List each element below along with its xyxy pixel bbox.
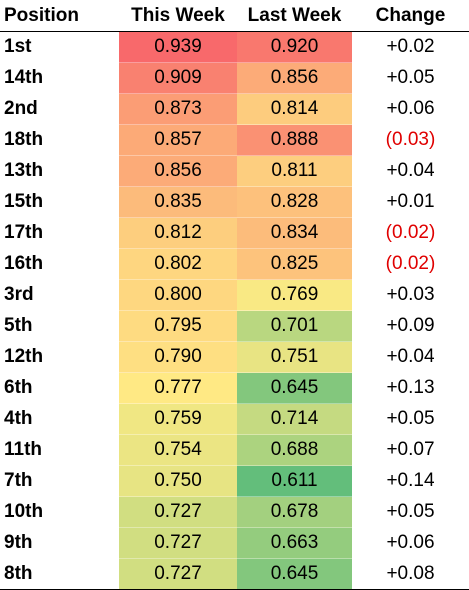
table-row: 15th 0.835 0.828 +0.01 <box>0 186 469 218</box>
change-cell: (0.02) <box>385 253 436 274</box>
last-week-cell: 0.678 <box>237 496 352 528</box>
table-row: 17th 0.812 0.834 (0.02) <box>0 217 469 249</box>
this-week-cell: 0.802 <box>119 248 237 280</box>
last-week-cell: 0.701 <box>237 310 352 342</box>
last-week-cell: 0.814 <box>237 93 352 125</box>
header-last-week: Last Week <box>237 0 352 32</box>
last-week-cell: 0.645 <box>237 372 352 404</box>
header-this-week: This Week <box>119 0 237 32</box>
table-row: 7th 0.750 0.611 +0.14 <box>0 465 469 497</box>
last-week-cell: 0.825 <box>237 248 352 280</box>
this-week-cell: 0.909 <box>119 62 237 94</box>
table-row: 11th 0.754 0.688 +0.07 <box>0 434 469 466</box>
table-row: 8th 0.727 0.645 +0.08 <box>0 558 469 590</box>
last-week-cell: 0.856 <box>237 62 352 94</box>
change-cell: +0.09 <box>386 315 435 336</box>
this-week-cell: 0.835 <box>119 186 237 218</box>
change-cell: +0.04 <box>386 160 435 181</box>
change-cell: +0.13 <box>386 377 435 398</box>
table-row: 18th 0.857 0.888 (0.03) <box>0 124 469 156</box>
position-cell: 8th <box>0 558 119 590</box>
this-week-cell: 0.800 <box>119 279 237 311</box>
change-cell: +0.08 <box>352 558 469 590</box>
this-week-cell: 0.939 <box>119 31 237 63</box>
position-cell: 15th <box>4 191 44 212</box>
this-week-cell: 0.727 <box>119 496 237 528</box>
header-position: Position <box>0 0 119 32</box>
change-cell: (0.03) <box>385 129 436 150</box>
last-week-cell: 0.645 <box>237 558 352 590</box>
table-row: 9th 0.727 0.663 +0.06 <box>0 527 469 559</box>
last-week-cell: 0.663 <box>237 527 352 559</box>
this-week-cell: 0.754 <box>119 434 237 466</box>
position-cell: 10th <box>4 501 44 522</box>
position-cell: 16th <box>4 253 44 274</box>
table-row: 3rd 0.800 0.769 +0.03 <box>0 279 469 311</box>
position-cell: 12th <box>4 346 44 367</box>
position-cell: 17th <box>4 222 44 243</box>
change-cell: (0.02) <box>385 222 436 243</box>
position-cell: 1st <box>4 36 32 58</box>
position-cell: 5th <box>4 315 33 336</box>
header-change: Change <box>352 0 469 32</box>
position-cell: 9th <box>4 532 33 553</box>
position-cell: 4th <box>4 408 33 429</box>
table-row: 1st 0.939 0.920 +0.02 <box>0 31 469 63</box>
change-cell: +0.06 <box>386 532 435 553</box>
table-row: 4th 0.759 0.714 +0.05 <box>0 403 469 435</box>
last-week-cell: 0.714 <box>237 403 352 435</box>
last-week-cell: 0.611 <box>237 465 352 497</box>
change-cell: +0.01 <box>386 191 435 212</box>
this-week-cell: 0.812 <box>119 217 237 249</box>
header-row: Position This Week Last Week Change <box>0 0 469 32</box>
position-cell: 7th <box>4 470 33 491</box>
position-cell: 2nd <box>4 98 38 119</box>
change-cell: +0.06 <box>386 98 435 119</box>
this-week-cell: 0.790 <box>119 341 237 373</box>
table-row: 12th 0.790 0.751 +0.04 <box>0 341 469 373</box>
this-week-cell: 0.750 <box>119 465 237 497</box>
change-cell: +0.07 <box>386 439 435 460</box>
position-cell: 13th <box>4 160 44 181</box>
this-week-cell: 0.777 <box>119 372 237 404</box>
position-cell: 6th <box>4 377 33 398</box>
this-week-cell: 0.727 <box>119 558 237 590</box>
table-row: 13th 0.856 0.811 +0.04 <box>0 155 469 187</box>
table-row: 14th 0.909 0.856 +0.05 <box>0 62 469 94</box>
this-week-cell: 0.727 <box>119 527 237 559</box>
table-row: 16th 0.802 0.825 (0.02) <box>0 248 469 280</box>
last-week-cell: 0.688 <box>237 434 352 466</box>
position-cell: 3rd <box>4 284 34 305</box>
this-week-cell: 0.873 <box>119 93 237 125</box>
position-cell: 11th <box>4 439 43 460</box>
this-week-cell: 0.759 <box>119 403 237 435</box>
position-cell: 18th <box>4 129 44 150</box>
change-cell: +0.04 <box>386 346 435 367</box>
this-week-cell: 0.856 <box>119 155 237 187</box>
table-row: 2nd 0.873 0.814 +0.06 <box>0 93 469 125</box>
this-week-cell: 0.795 <box>119 310 237 342</box>
change-cell: +0.05 <box>386 501 435 522</box>
last-week-cell: 0.888 <box>237 124 352 156</box>
change-cell: +0.05 <box>386 67 435 88</box>
last-week-cell: 0.920 <box>237 31 352 63</box>
this-week-cell: 0.857 <box>119 124 237 156</box>
change-cell: +0.14 <box>386 470 435 491</box>
table-row: 10th 0.727 0.678 +0.05 <box>0 496 469 528</box>
change-cell: +0.05 <box>386 408 435 429</box>
position-cell: 14th <box>4 67 44 88</box>
last-week-cell: 0.828 <box>237 186 352 218</box>
change-cell: +0.02 <box>386 36 435 58</box>
table-row: 6th 0.777 0.645 +0.13 <box>0 372 469 404</box>
last-week-cell: 0.751 <box>237 341 352 373</box>
table-row: 5th 0.795 0.701 +0.09 <box>0 310 469 342</box>
last-week-cell: 0.769 <box>237 279 352 311</box>
last-week-cell: 0.811 <box>237 155 352 187</box>
change-cell: +0.03 <box>386 284 435 305</box>
table-body: 1st 0.939 0.920 +0.02 14th 0.909 0.856 +0.05 2nd… <box>0 31 469 590</box>
last-week-cell: 0.834 <box>237 217 352 249</box>
